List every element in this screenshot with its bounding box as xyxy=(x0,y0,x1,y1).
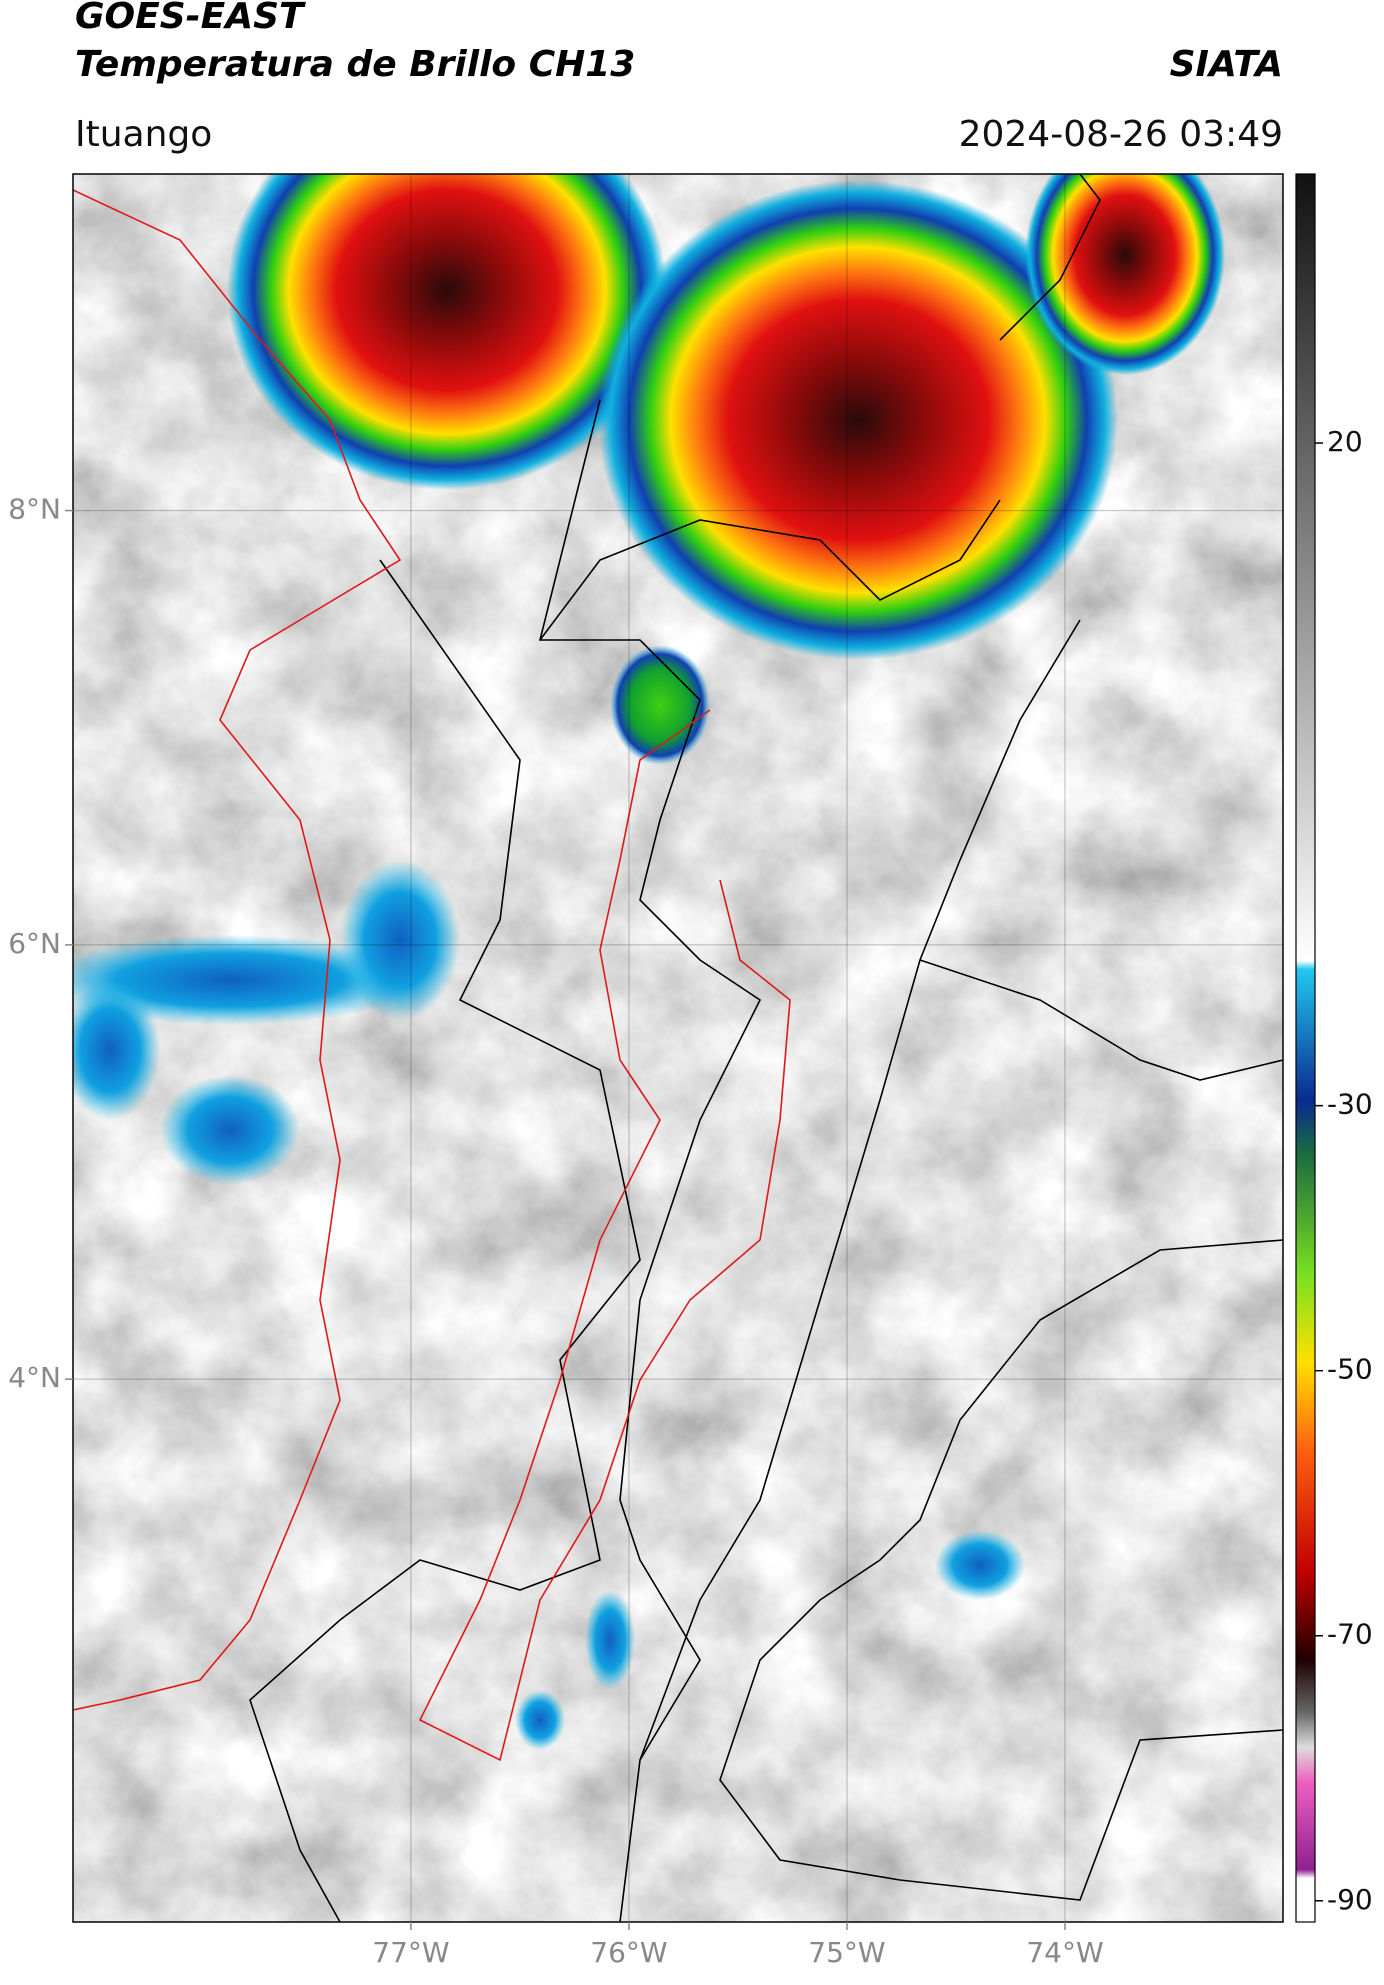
cloud-cell xyxy=(585,1590,635,1690)
cloud-cell xyxy=(73,935,420,1025)
x-tick-label: 74°W xyxy=(1026,1936,1103,1969)
y-tick-label: 4°N xyxy=(8,1361,61,1394)
datetime: 2024-08-26 03:49 xyxy=(959,114,1283,155)
subtitle: Temperatura de Brillo CH13 xyxy=(75,44,635,85)
cloud-cell xyxy=(73,980,160,1120)
border-line xyxy=(639,619,1081,1761)
storm-cell xyxy=(227,174,667,490)
cloud-cell xyxy=(160,1075,300,1185)
storm-cell xyxy=(598,180,1118,660)
title: GOES-EAST xyxy=(75,0,306,37)
border-line xyxy=(919,959,1283,1081)
cloud-cell xyxy=(610,645,710,765)
source: SIATA xyxy=(1170,44,1283,85)
border-line xyxy=(999,174,1101,341)
x-tick-label: 75°W xyxy=(808,1936,885,1969)
storm-cell xyxy=(1025,174,1225,375)
x-tick-label: 77°W xyxy=(372,1936,449,1969)
coastline xyxy=(73,189,402,1711)
colorbar-label: -90 xyxy=(1327,1883,1373,1916)
border-line xyxy=(719,1239,1283,1901)
colorbar-label: -70 xyxy=(1327,1618,1373,1651)
cloud-cell xyxy=(340,860,460,1020)
cloud-cell xyxy=(935,1530,1025,1600)
map-image xyxy=(73,174,1283,1922)
border-line xyxy=(539,499,1001,641)
admin-line xyxy=(418,709,791,1762)
cloud-cell xyxy=(515,1690,565,1750)
location: Ituango xyxy=(75,114,212,155)
colorbar-label: 20 xyxy=(1327,425,1363,458)
colorbar-label: -30 xyxy=(1327,1088,1373,1121)
admin-borders xyxy=(73,189,791,1762)
colorbar xyxy=(1295,173,1316,1923)
map-frame xyxy=(72,173,1284,1923)
borders xyxy=(249,174,1283,1922)
y-tick-label: 6°N xyxy=(8,927,61,960)
y-tick-label: 8°N xyxy=(8,493,61,526)
x-tick-label: 76°W xyxy=(590,1936,667,1969)
border-line xyxy=(538,399,762,1922)
border-line xyxy=(249,559,641,1922)
colorbar-label: -50 xyxy=(1327,1353,1373,1386)
